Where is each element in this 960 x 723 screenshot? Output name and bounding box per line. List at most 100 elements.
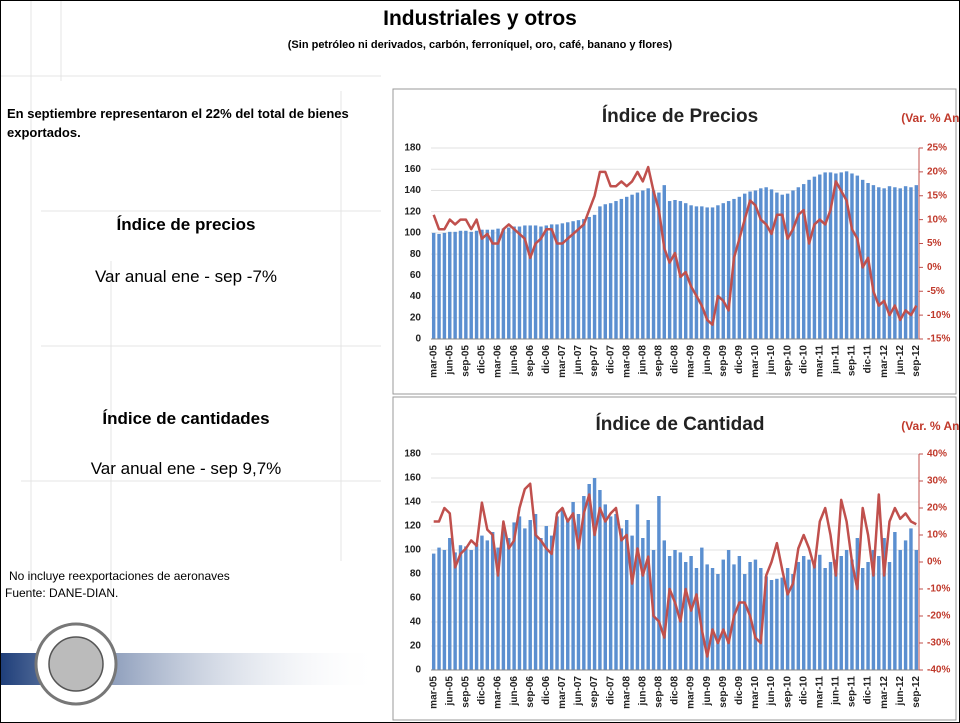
bar — [549, 535, 554, 670]
bar — [893, 187, 897, 339]
x-tick-label: dic-11 — [863, 676, 874, 705]
x-tick-label: mar-09 — [686, 676, 697, 709]
bar — [860, 179, 865, 339]
x-tick-label: sep-06 — [525, 345, 536, 377]
bar — [678, 552, 683, 670]
x-tick-label: mar-09 — [686, 345, 697, 378]
y-tick-label: 120 — [404, 521, 421, 532]
bar — [603, 504, 608, 670]
bar — [764, 187, 768, 339]
x-tick-label: sep-10 — [782, 345, 793, 377]
bar — [914, 185, 919, 339]
bar — [448, 231, 452, 339]
y2-tick-label: -40% — [927, 665, 950, 676]
bar — [641, 538, 645, 670]
bar — [657, 192, 661, 339]
bar — [464, 546, 468, 670]
bar — [903, 540, 908, 670]
bar — [485, 540, 490, 670]
y2-tick-label: 0% — [927, 262, 942, 273]
x-tick-label: dic-10 — [798, 676, 809, 705]
bar — [646, 520, 650, 670]
bar — [582, 496, 586, 670]
y-tick-label: 120 — [404, 206, 421, 217]
section-heading: Índice de precios — [116, 215, 256, 234]
y-tick-label: 60 — [410, 270, 422, 281]
x-tick-label: dic-05 — [477, 676, 488, 705]
bar — [780, 194, 784, 339]
subtitle: (Sin petróleo ni derivados, carbón, ferr… — [287, 39, 673, 51]
bar — [887, 186, 892, 339]
bar — [560, 223, 565, 339]
bar — [855, 175, 860, 339]
y-tick-label: 180 — [404, 143, 421, 154]
bar — [823, 172, 827, 339]
bar — [785, 568, 790, 670]
bar — [726, 201, 731, 339]
bar — [839, 556, 843, 670]
bar — [571, 221, 575, 339]
bar — [619, 528, 624, 670]
bar — [898, 188, 902, 339]
bar — [587, 216, 591, 339]
title: Industriales y otros — [383, 7, 577, 30]
bar — [485, 229, 490, 339]
x-tick-label: dic-07 — [605, 345, 616, 374]
bar — [555, 516, 559, 670]
x-tick-label: jun-05 — [444, 345, 455, 376]
y-tick-label: 0 — [415, 334, 421, 345]
bar — [898, 550, 902, 670]
y2-tick-label: -5% — [927, 286, 945, 297]
y-tick-label: 40 — [410, 617, 422, 628]
x-tick-label: jun-09 — [702, 676, 713, 707]
bar — [844, 550, 849, 670]
bar — [689, 205, 693, 339]
bar — [651, 190, 656, 339]
y-tick-label: 140 — [404, 497, 421, 508]
y-tick-label: 160 — [404, 473, 421, 484]
x-tick-label: jun-10 — [766, 676, 777, 707]
bar — [603, 204, 608, 339]
y2-tick-label: 25% — [927, 143, 947, 154]
bar — [796, 562, 801, 670]
bar — [635, 192, 640, 339]
bar — [576, 220, 581, 339]
bar — [914, 550, 919, 670]
bar — [469, 550, 473, 670]
bar — [453, 231, 457, 339]
x-tick-label: sep-09 — [718, 676, 729, 708]
bar — [539, 538, 543, 670]
bar — [474, 230, 479, 339]
x-tick-label: mar-05 — [428, 676, 439, 709]
bar — [764, 576, 768, 670]
bar — [882, 538, 886, 670]
bar — [700, 547, 704, 670]
bar — [501, 528, 506, 670]
bar — [721, 559, 725, 670]
x-tick-label: jun-09 — [702, 345, 713, 376]
bar — [812, 564, 817, 670]
bar — [598, 490, 602, 670]
y2-tick-label: 40% — [927, 449, 947, 460]
y-tick-label: 20 — [410, 312, 422, 323]
x-tick-label: mar-10 — [750, 676, 761, 709]
x-tick-label: mar-07 — [557, 345, 568, 378]
bar — [549, 224, 554, 339]
section-heading: Índice de cantidades — [102, 409, 270, 428]
bar — [598, 206, 602, 339]
bar — [635, 504, 640, 670]
bar — [807, 179, 811, 339]
bar — [678, 201, 683, 339]
x-tick-label: sep-10 — [782, 676, 793, 708]
x-tick-label: sep-05 — [460, 676, 471, 708]
bar — [684, 562, 688, 670]
bar — [742, 193, 747, 339]
y-tick-label: 100 — [404, 228, 421, 239]
y2-tick-label: 30% — [927, 476, 947, 487]
bar — [769, 189, 774, 339]
bar — [726, 550, 731, 670]
y2-axis-title: (Var. % Anual) — [901, 419, 959, 433]
bar — [828, 562, 833, 670]
bar — [458, 230, 463, 339]
